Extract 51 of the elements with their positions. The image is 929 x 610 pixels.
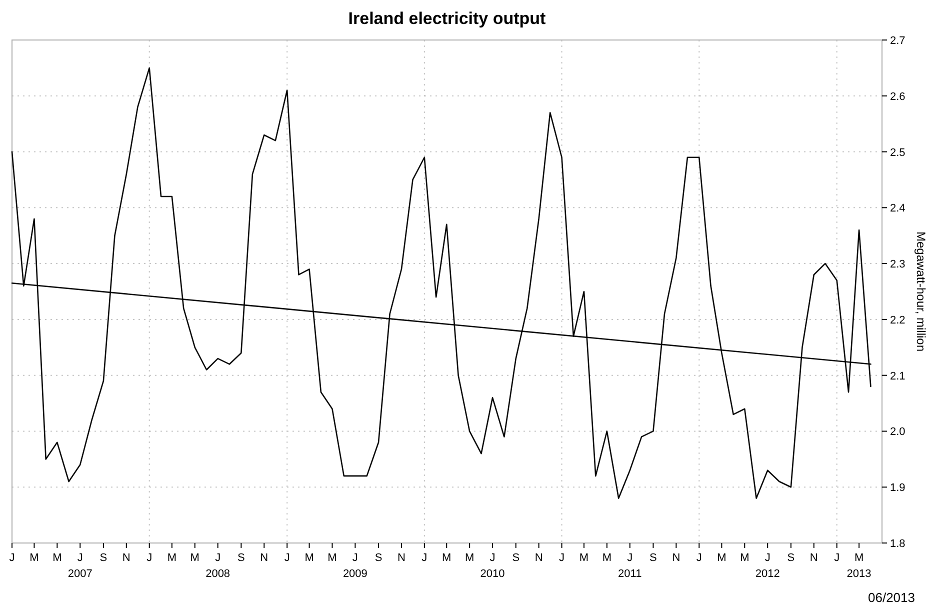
x-tick-label: J 2012 [755,552,780,580]
x-tick-label: J [559,552,565,564]
x-tick-label: J 2008 [206,552,230,580]
x-tick-label: J [834,552,840,564]
x-tick-label: N [672,552,680,564]
x-tick-label: M [190,552,200,564]
x-tick-label: N [122,552,130,564]
x-tick-label: J [146,552,152,564]
x-tick-label: S [100,552,108,564]
y-tick-label: 2.1 [890,370,906,382]
x-tick-label: M [167,552,177,564]
x-tick-label: M [52,552,62,564]
x-tick-label: S [237,552,245,564]
x-tick-label: M [464,552,474,564]
y-tick-label: 2.6 [890,90,906,103]
x-tick-label: S [374,552,382,564]
x-tick-label: M [328,552,337,564]
y-tick-label: 2.0 [890,426,906,438]
x-tick-label: J [696,552,702,564]
x-tick-label: J 2007 [68,552,92,580]
y-tick-label: 2.5 [890,146,906,159]
y-tick-label: 2.4 [890,202,906,215]
x-tick-label: M 2013 [846,552,872,580]
y-axis-title: Megawatt-hour, million [914,231,928,352]
x-tick-label: N [260,552,268,564]
x-tick-label: J [9,552,15,564]
x-tick-label: N [534,552,543,564]
x-tick-label: N [397,552,406,564]
chart-title: Ireland electricity output [348,9,546,28]
x-tick-label: M [579,552,589,564]
text: 06/2013 [868,590,915,605]
x-tick-label: S [650,552,657,564]
y-tick-label: 1.9 [890,482,906,494]
x-tick-label: M [717,552,726,564]
x-tick-label: M [602,552,612,564]
x-tick-label: J [284,552,290,564]
y-tick-label: 2.3 [890,258,906,271]
x-tick-label: J 2011 [618,552,642,580]
x-tick-label: J 2010 [480,552,505,580]
x-tick-label: M [30,552,39,564]
y-tick-label: 1.8 [890,538,906,550]
x-tick-label: S [787,552,795,564]
x-tick-label: J [422,552,428,564]
x-tick-label: S [512,552,520,564]
y-tick-label: 2.2 [890,314,906,326]
x-tick-label: J 2009 [342,552,368,580]
x-tick-label: M [442,552,452,564]
x-tick-label: M [740,552,750,564]
x-tick-label: M [304,552,314,564]
y-tick-label: 2.7 [890,35,906,47]
x-tick-label: N [810,552,818,564]
